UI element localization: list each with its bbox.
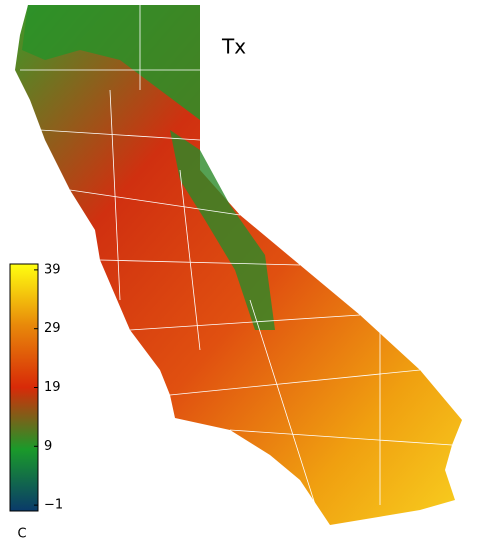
california-map xyxy=(15,5,462,525)
colorbar-tick-label: 29 xyxy=(44,321,61,336)
colorbar-tick-label: 39 xyxy=(44,262,61,277)
colorbar-unit: C xyxy=(17,527,26,542)
colorbar-tick-label: 9 xyxy=(44,439,52,454)
map-title: Tx xyxy=(221,35,246,59)
colorbar-tick-label: −1 xyxy=(44,498,63,513)
sierra-range xyxy=(170,130,275,330)
county-lines xyxy=(20,5,453,521)
colorbar: 39 29 19 9 −1 xyxy=(9,262,63,513)
colorbar-ramp xyxy=(9,263,39,512)
colorbar-tick-label: 19 xyxy=(44,380,61,395)
northern-forest xyxy=(22,5,200,120)
